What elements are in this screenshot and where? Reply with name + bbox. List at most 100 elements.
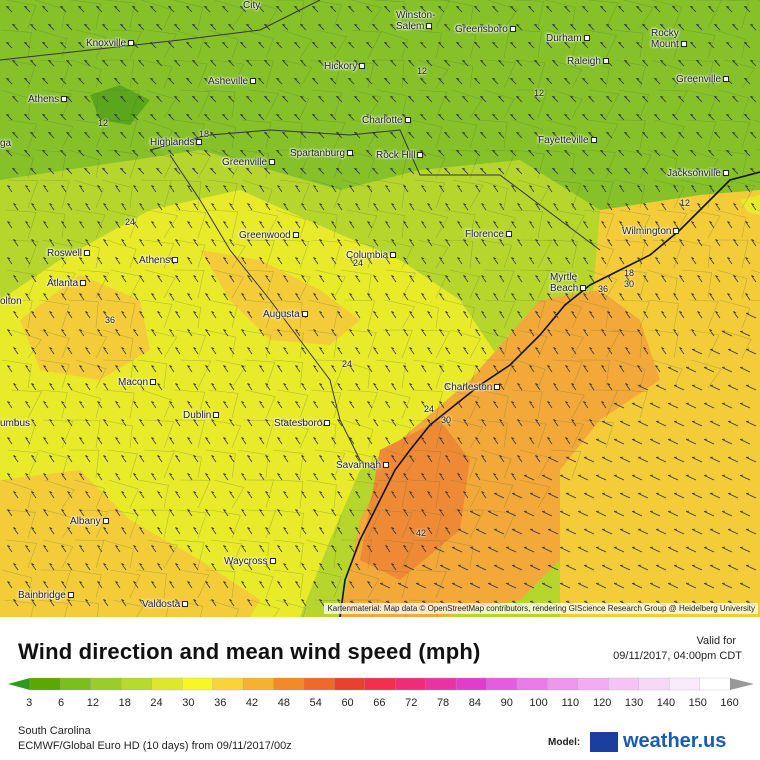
wind-arrow [259, 545, 265, 553]
wind-arrow [619, 221, 625, 229]
wind-arrow [588, 59, 595, 67]
county-line [382, 329, 413, 359]
city-label: Macon [118, 377, 157, 388]
wind-arrow [421, 509, 427, 517]
legend-swatch [90, 677, 122, 691]
legend-tick-label: 160 [720, 697, 738, 709]
wind-arrow [25, 221, 31, 229]
county-line [70, 0, 101, 29]
wind-arrow [493, 401, 499, 409]
wind-arrow [157, 419, 163, 427]
wind-arrow [193, 491, 199, 499]
wind-arrow [157, 311, 163, 319]
wind-arrow [97, 581, 103, 589]
wind-arrow [295, 221, 301, 229]
wind-arrow [534, 59, 541, 67]
wind-arrow [223, 365, 229, 373]
wind-arrow [192, 131, 199, 139]
wind-arrow [61, 185, 67, 193]
wind-arrow [475, 473, 481, 481]
wind-arrow [330, 5, 337, 13]
wind-arrow [336, 23, 343, 31]
wind-arrow [67, 419, 73, 427]
county-line [347, 389, 378, 419]
wind-arrow [637, 528, 649, 535]
wind-arrow [175, 491, 181, 499]
wind-arrow [79, 581, 85, 589]
county-line [344, 299, 375, 329]
wind-arrow [313, 293, 319, 301]
city-name: Savannah [336, 460, 382, 471]
wind-arrow [589, 383, 595, 391]
wind-arrow [277, 401, 283, 409]
wind-arrow [150, 113, 157, 121]
wind-arrow [726, 41, 733, 49]
wind-arrow [300, 59, 307, 67]
wind-arrow [403, 545, 409, 553]
wind-arrow [390, 59, 397, 67]
county-line [341, 269, 372, 299]
wind-arrow [247, 239, 253, 247]
wind-arrow [247, 275, 253, 283]
wind-arrow [385, 221, 391, 229]
map-view[interactable]: City Winston- Salem Greensboro Durham Rocky … [0, 0, 760, 617]
wind-arrow [421, 564, 433, 571]
wind-arrow [30, 59, 37, 67]
wind-arrow [97, 185, 103, 193]
wind-arrow [337, 347, 343, 355]
county-line [305, 419, 337, 449]
wind-arrow [61, 293, 67, 301]
wind-arrow [679, 275, 685, 283]
wind-arrow [528, 149, 535, 157]
city-marker-icon [292, 232, 299, 239]
city-name: Wilmington [622, 226, 672, 237]
wind-arrow [12, 131, 19, 139]
wind-arrow [391, 275, 397, 283]
wind-arrow [348, 113, 355, 121]
contour-label: 24 [424, 404, 435, 414]
city-label: Knoxville [86, 38, 135, 49]
wind-arrow [85, 455, 91, 463]
city-marker-icon [84, 250, 91, 257]
wind-arrow [595, 510, 607, 517]
model-run-info: ECMWF/Global Euro HD (10 days) from 09/1… [18, 740, 292, 752]
wind-arrow [631, 402, 643, 409]
wind-arrow [636, 5, 643, 13]
county-line [374, 209, 405, 239]
wind-arrow [25, 365, 31, 373]
wind-arrow [409, 383, 415, 391]
county-line [210, 509, 241, 539]
wind-arrow [150, 5, 157, 13]
weather-us-logo[interactable]: weather.us [590, 729, 750, 755]
wind-arrow [264, 131, 271, 139]
county-line [618, 89, 649, 119]
wind-arrow [613, 402, 625, 409]
county-line [5, 0, 37, 29]
wind-arrow [528, 77, 535, 85]
county-line [245, 509, 276, 539]
wind-arrow [295, 365, 301, 373]
wind-arrow [79, 437, 85, 445]
wind-arrow [745, 492, 757, 499]
wind-arrow [97, 329, 103, 337]
wind-arrow [312, 149, 319, 157]
county-line [413, 359, 445, 389]
wind-arrow [241, 473, 247, 481]
wind-arrow [571, 383, 577, 391]
county-line [417, 209, 449, 239]
wind-arrow [85, 347, 91, 355]
county-line [350, 89, 382, 119]
wind-arrow [240, 149, 247, 157]
wind-arrow [337, 311, 343, 319]
wind-arrow [661, 239, 667, 247]
city-marker-icon [383, 462, 390, 469]
wind-arrow [121, 275, 127, 283]
model-label: Model: [548, 737, 581, 748]
wind-arrow [547, 528, 559, 535]
wind-arrow [583, 528, 595, 535]
wind-arrow [619, 293, 625, 301]
wind-arrow [546, 113, 553, 121]
wind-arrow [313, 473, 319, 481]
county-line [551, 59, 583, 89]
wind-arrow [139, 239, 145, 247]
